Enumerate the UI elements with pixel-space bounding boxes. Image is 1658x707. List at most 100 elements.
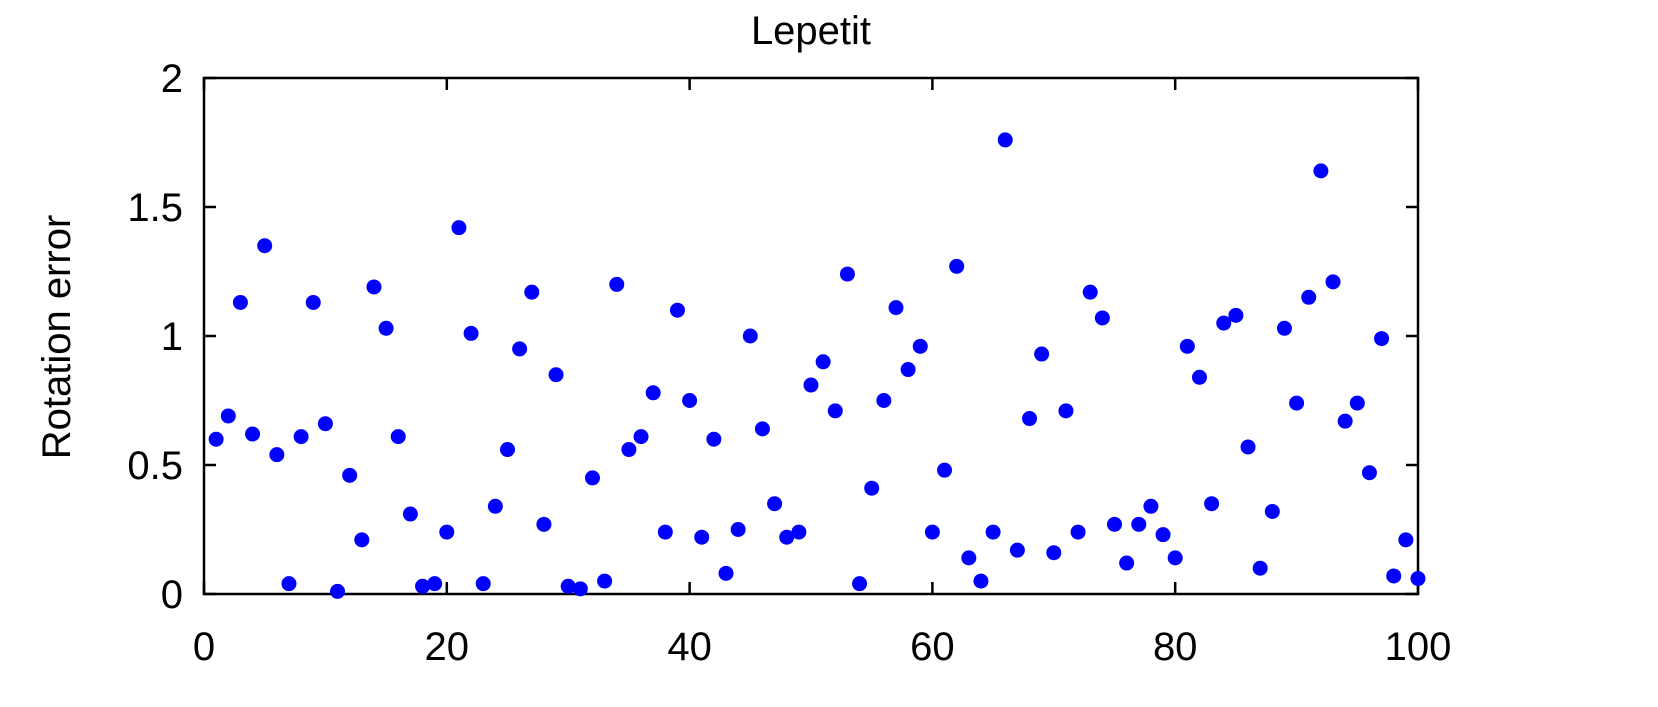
data-point bbox=[257, 238, 273, 254]
data-point bbox=[415, 578, 431, 594]
data-point bbox=[1094, 310, 1110, 326]
data-point bbox=[330, 583, 346, 599]
data-point bbox=[961, 550, 977, 566]
data-point bbox=[245, 426, 261, 442]
data-point bbox=[1155, 527, 1171, 543]
data-point bbox=[439, 524, 455, 540]
data-point bbox=[754, 421, 770, 437]
data-point bbox=[888, 300, 904, 316]
data-point bbox=[463, 325, 479, 341]
data-point bbox=[730, 522, 746, 537]
data-point bbox=[1264, 503, 1280, 519]
x-tick-label: 100 bbox=[1385, 625, 1452, 669]
data-point bbox=[949, 258, 965, 274]
x-tick-label: 40 bbox=[667, 625, 712, 669]
x-tick-label: 0 bbox=[193, 625, 215, 669]
data-point bbox=[1046, 545, 1062, 561]
data-point bbox=[669, 302, 685, 318]
data-point bbox=[305, 294, 321, 310]
data-point bbox=[839, 266, 855, 282]
data-point bbox=[342, 467, 358, 483]
data-point bbox=[293, 429, 309, 445]
data-point bbox=[1034, 346, 1050, 362]
data-point bbox=[694, 529, 710, 545]
data-point bbox=[1131, 516, 1147, 532]
data-point bbox=[1228, 307, 1244, 323]
data-point bbox=[1337, 413, 1353, 429]
data-points bbox=[208, 132, 1426, 599]
data-point bbox=[1349, 395, 1365, 411]
data-point bbox=[1143, 498, 1159, 514]
data-point bbox=[524, 284, 540, 300]
data-point bbox=[487, 498, 503, 514]
data-point bbox=[1107, 516, 1122, 532]
data-point bbox=[657, 524, 673, 540]
data-point bbox=[1374, 331, 1390, 347]
y-tick-label: 2 bbox=[161, 57, 183, 101]
data-point bbox=[1276, 320, 1292, 336]
data-point bbox=[597, 573, 613, 589]
plot-area-frame bbox=[202, 76, 1420, 596]
y-tick-label: 0.5 bbox=[127, 444, 183, 488]
data-point bbox=[354, 532, 370, 548]
data-point bbox=[1191, 369, 1207, 385]
data-point bbox=[390, 429, 406, 445]
data-point bbox=[937, 462, 953, 478]
data-point bbox=[779, 529, 795, 545]
axis-ticks bbox=[202, 76, 1420, 596]
data-point bbox=[791, 524, 807, 540]
data-point bbox=[402, 506, 418, 522]
data-point bbox=[1216, 315, 1232, 331]
data-point bbox=[512, 341, 528, 357]
x-tick-labels: 0 20 40 60 80 100 bbox=[193, 625, 1452, 669]
data-point bbox=[232, 294, 248, 310]
x-tick-label: 20 bbox=[425, 625, 470, 669]
data-point bbox=[815, 354, 831, 370]
data-point bbox=[985, 524, 1001, 540]
data-point bbox=[1204, 496, 1220, 512]
data-point bbox=[852, 576, 868, 592]
data-point bbox=[1398, 532, 1414, 548]
y-tick-label: 1 bbox=[161, 315, 183, 359]
data-point bbox=[1289, 395, 1305, 411]
data-point bbox=[1325, 274, 1341, 290]
data-point bbox=[572, 581, 588, 597]
data-point bbox=[1082, 284, 1098, 300]
data-point bbox=[1361, 465, 1377, 481]
data-point bbox=[1301, 289, 1317, 305]
data-point bbox=[1070, 524, 1086, 540]
data-point bbox=[706, 431, 722, 447]
data-point bbox=[1167, 550, 1183, 566]
data-point bbox=[208, 431, 224, 447]
data-point bbox=[1058, 403, 1074, 419]
data-point bbox=[682, 393, 698, 408]
data-point bbox=[912, 338, 928, 354]
data-point bbox=[269, 447, 285, 463]
y-tick-labels: 0 0.5 1 1.5 2 bbox=[127, 57, 183, 617]
data-point bbox=[281, 576, 297, 592]
data-point bbox=[1179, 338, 1195, 354]
data-point bbox=[1240, 439, 1256, 455]
data-point bbox=[767, 496, 783, 512]
data-point bbox=[621, 442, 637, 458]
data-point bbox=[475, 576, 491, 592]
data-point bbox=[876, 393, 892, 408]
data-point bbox=[584, 470, 600, 486]
data-point bbox=[633, 429, 649, 445]
y-axis-label: Rotation error bbox=[35, 215, 79, 460]
data-point bbox=[924, 524, 940, 540]
data-point bbox=[1119, 555, 1135, 571]
data-point bbox=[645, 385, 661, 401]
data-point bbox=[1313, 163, 1329, 179]
data-point bbox=[609, 276, 625, 292]
data-point bbox=[973, 573, 989, 589]
data-point bbox=[500, 442, 515, 458]
data-point bbox=[1410, 571, 1426, 587]
data-point bbox=[1386, 568, 1402, 584]
data-point bbox=[560, 578, 576, 594]
y-tick-label: 0 bbox=[161, 573, 183, 617]
x-tick-label: 80 bbox=[1153, 625, 1198, 669]
data-point bbox=[317, 416, 333, 432]
data-point bbox=[864, 480, 880, 496]
